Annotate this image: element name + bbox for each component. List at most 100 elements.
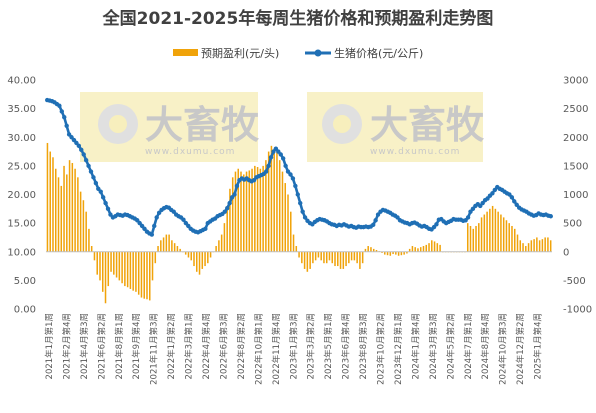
- price-point: [470, 206, 476, 212]
- price-point: [298, 200, 303, 206]
- left-tick-label: 35.00: [7, 104, 36, 115]
- price-point: [86, 163, 91, 169]
- profit-bar: [124, 251, 126, 287]
- profit-bar: [154, 251, 157, 264]
- profit-bar: [533, 239, 535, 252]
- price-point: [186, 223, 191, 229]
- profit-bar: [190, 251, 192, 261]
- profit-bar: [187, 251, 190, 258]
- profit-bar: [284, 183, 286, 252]
- profit-bar: [259, 168, 262, 252]
- profit-bar: [234, 171, 237, 252]
- profit-bar: [270, 145, 273, 252]
- profit-bar: [320, 251, 322, 261]
- profit-bar: [334, 251, 336, 267]
- profit-bar: [541, 239, 544, 252]
- price-point: [290, 176, 296, 181]
- price-point: [62, 115, 67, 120]
- profit-bar: [547, 237, 549, 252]
- left-tick-label: 10.00: [7, 247, 36, 258]
- x-tick-label: 2024年8月第4周: [480, 313, 491, 379]
- profit-bar: [530, 240, 533, 252]
- svg-text:www.dxumu.com: www.dxumu.com: [370, 147, 460, 157]
- price-point: [434, 222, 439, 227]
- profit-bar: [505, 220, 508, 252]
- price-point: [302, 215, 308, 220]
- profit-bar: [433, 241, 436, 252]
- profit-bar: [480, 217, 483, 252]
- x-tick-label: 2021年11月第3周: [149, 313, 160, 385]
- price-point: [81, 152, 86, 157]
- profit-bar: [356, 251, 358, 264]
- price-point: [273, 146, 279, 151]
- profit-bar: [516, 234, 519, 252]
- right-tick-label: 2500: [563, 104, 588, 115]
- profit-bar: [215, 246, 217, 252]
- legend-swatch-profit: [173, 49, 198, 56]
- profit-bar: [160, 240, 162, 252]
- profit-bar: [162, 237, 165, 252]
- profit-bar: [403, 251, 405, 255]
- x-tick-label: 2022年11月第4周: [271, 313, 282, 385]
- x-tick-label: 2022年6月第3周: [218, 313, 229, 379]
- profit-bar: [107, 251, 110, 287]
- right-tick-label: 500: [563, 219, 582, 230]
- profit-bars: [46, 142, 552, 304]
- profit-bar: [146, 251, 148, 300]
- profit-bar: [395, 251, 397, 255]
- right-tick-label: 1500: [563, 161, 588, 172]
- profit-bar: [392, 251, 394, 255]
- profit-bar: [126, 251, 129, 288]
- profit-bar: [278, 160, 281, 252]
- x-tick-label: 2021年6月第2周: [96, 313, 107, 379]
- profit-bar: [389, 251, 392, 256]
- profit-bar: [359, 251, 361, 269]
- price-point: [512, 199, 517, 204]
- legend-label-profit: 预期盈利(元/头): [201, 47, 279, 60]
- price-point: [152, 223, 157, 229]
- price-point: [100, 195, 106, 200]
- profit-bar: [135, 251, 137, 292]
- price-point: [548, 214, 553, 219]
- profit-bar: [104, 251, 107, 304]
- profit-bar: [417, 248, 419, 252]
- profit-bar: [77, 177, 79, 252]
- profit-bar: [367, 246, 369, 252]
- price-point: [468, 209, 473, 214]
- profit-bar: [306, 251, 309, 272]
- price-point: [285, 169, 291, 174]
- profit-bar: [110, 251, 112, 272]
- profit-bar: [298, 251, 300, 258]
- price-point: [300, 209, 305, 214]
- x-axis-ticks: 2021年1月第1周 2021年2月第4周 2021年4月第3周 2021年6月第2周…: [44, 313, 544, 385]
- x-tick-label: 2023年5月第1周: [323, 313, 334, 379]
- right-tick-label: 2000: [563, 133, 588, 144]
- x-tick-label: 2023年3月第2周: [306, 313, 317, 379]
- profit-bar: [527, 243, 530, 252]
- x-tick-label: 2022年4月第4周: [201, 313, 212, 379]
- left-tick-label: 30.00: [7, 133, 36, 144]
- profit-bar: [184, 251, 187, 255]
- profit-bar: [231, 177, 234, 252]
- price-point: [373, 218, 378, 223]
- x-tick-label: 2025年1月第4周: [533, 313, 544, 379]
- profit-bar: [79, 191, 82, 252]
- profit-bar: [361, 251, 364, 264]
- x-tick-label: 2021年2月第4周: [61, 313, 72, 379]
- price-point: [91, 175, 96, 180]
- profit-bar: [411, 246, 414, 252]
- svg-text:www.dxumu.com: www.dxumu.com: [145, 147, 235, 157]
- profit-bar: [165, 234, 168, 252]
- profit-bar: [295, 246, 298, 252]
- profit-bar: [99, 251, 101, 281]
- profit-bar: [101, 251, 104, 292]
- profit-bar: [151, 251, 154, 281]
- profit-bar: [49, 151, 51, 252]
- profit-bar: [196, 251, 198, 272]
- profit-bar: [168, 234, 170, 252]
- profit-bar: [538, 240, 541, 252]
- left-axis-ticks: 0.00 5.00 10.00 15.00 20.00 25.00 30.00 35.00 40…: [7, 76, 36, 316]
- profit-bar: [93, 251, 96, 261]
- profit-bar: [489, 208, 491, 252]
- price-point: [98, 189, 103, 194]
